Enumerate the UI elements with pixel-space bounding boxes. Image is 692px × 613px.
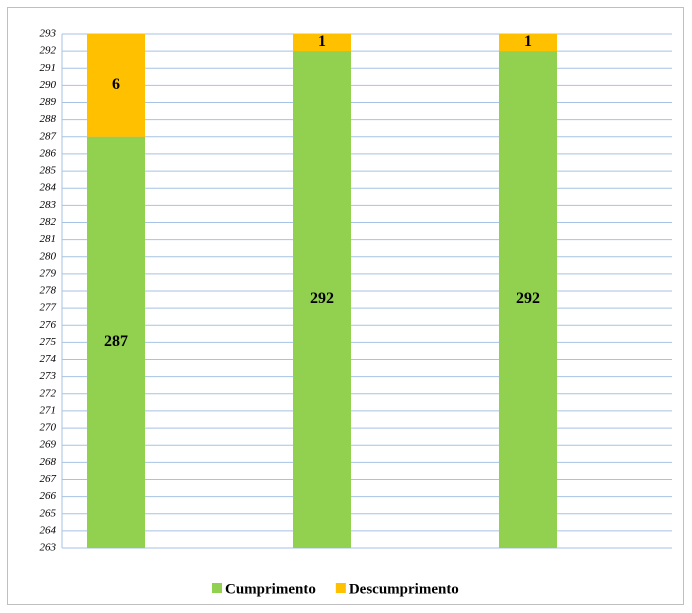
data-label: 6: [112, 76, 120, 93]
y-tick-label: 280: [40, 250, 57, 262]
legend-label: Descumprimento: [349, 581, 459, 597]
y-tick-label: 292: [40, 45, 57, 57]
y-tick-label: 266: [40, 490, 57, 502]
y-tick-label: 289: [40, 96, 57, 108]
data-label: 287: [104, 333, 128, 350]
y-tick-label: 290: [40, 79, 57, 91]
y-tick-label: 277: [40, 302, 57, 314]
y-tick-label: 287: [40, 130, 57, 142]
y-tick-label: 293: [40, 28, 57, 40]
y-tick-label: 282: [40, 216, 57, 228]
y-tick-label: 281: [40, 233, 57, 245]
y-tick-label: 270: [40, 422, 57, 434]
y-tick-label: 276: [40, 319, 57, 331]
data-label: 1: [524, 33, 532, 50]
y-tick-label: 284: [40, 182, 57, 194]
legend-swatch: [212, 583, 222, 593]
legend-label: Cumprimento: [225, 581, 316, 597]
y-tick-label: 265: [40, 507, 57, 519]
y-tick-label: 278: [40, 285, 57, 297]
y-tick-label: 283: [40, 199, 57, 211]
y-tick-label: 286: [40, 147, 57, 159]
y-tick-label: 263: [40, 542, 57, 554]
y-tick-label: 274: [40, 353, 57, 365]
y-tick-label: 269: [40, 439, 57, 451]
bar-segment: [293, 34, 351, 52]
bar-segment: [499, 34, 557, 52]
y-tick-label: 264: [40, 524, 57, 536]
bar-segment: [499, 51, 557, 549]
y-tick-label: 271: [40, 404, 57, 416]
legend-swatch: [335, 583, 346, 593]
data-label: 292: [310, 290, 334, 307]
bar-segment: [87, 34, 145, 137]
bar-segment: [293, 51, 351, 549]
y-tick-label: 291: [40, 62, 57, 74]
data-label: 1: [318, 33, 326, 50]
y-tick-label: 288: [40, 113, 57, 125]
bar-segment: [87, 136, 145, 549]
y-tick-label: 272: [40, 387, 57, 399]
y-tick-label: 275: [40, 336, 57, 348]
y-tick-label: 279: [40, 267, 57, 279]
y-tick-label: 267: [40, 473, 57, 485]
y-tick-label: 273: [40, 370, 57, 382]
y-tick-label: 268: [40, 456, 57, 468]
y-tick-label: 285: [40, 165, 57, 177]
data-label: 292: [516, 290, 540, 307]
